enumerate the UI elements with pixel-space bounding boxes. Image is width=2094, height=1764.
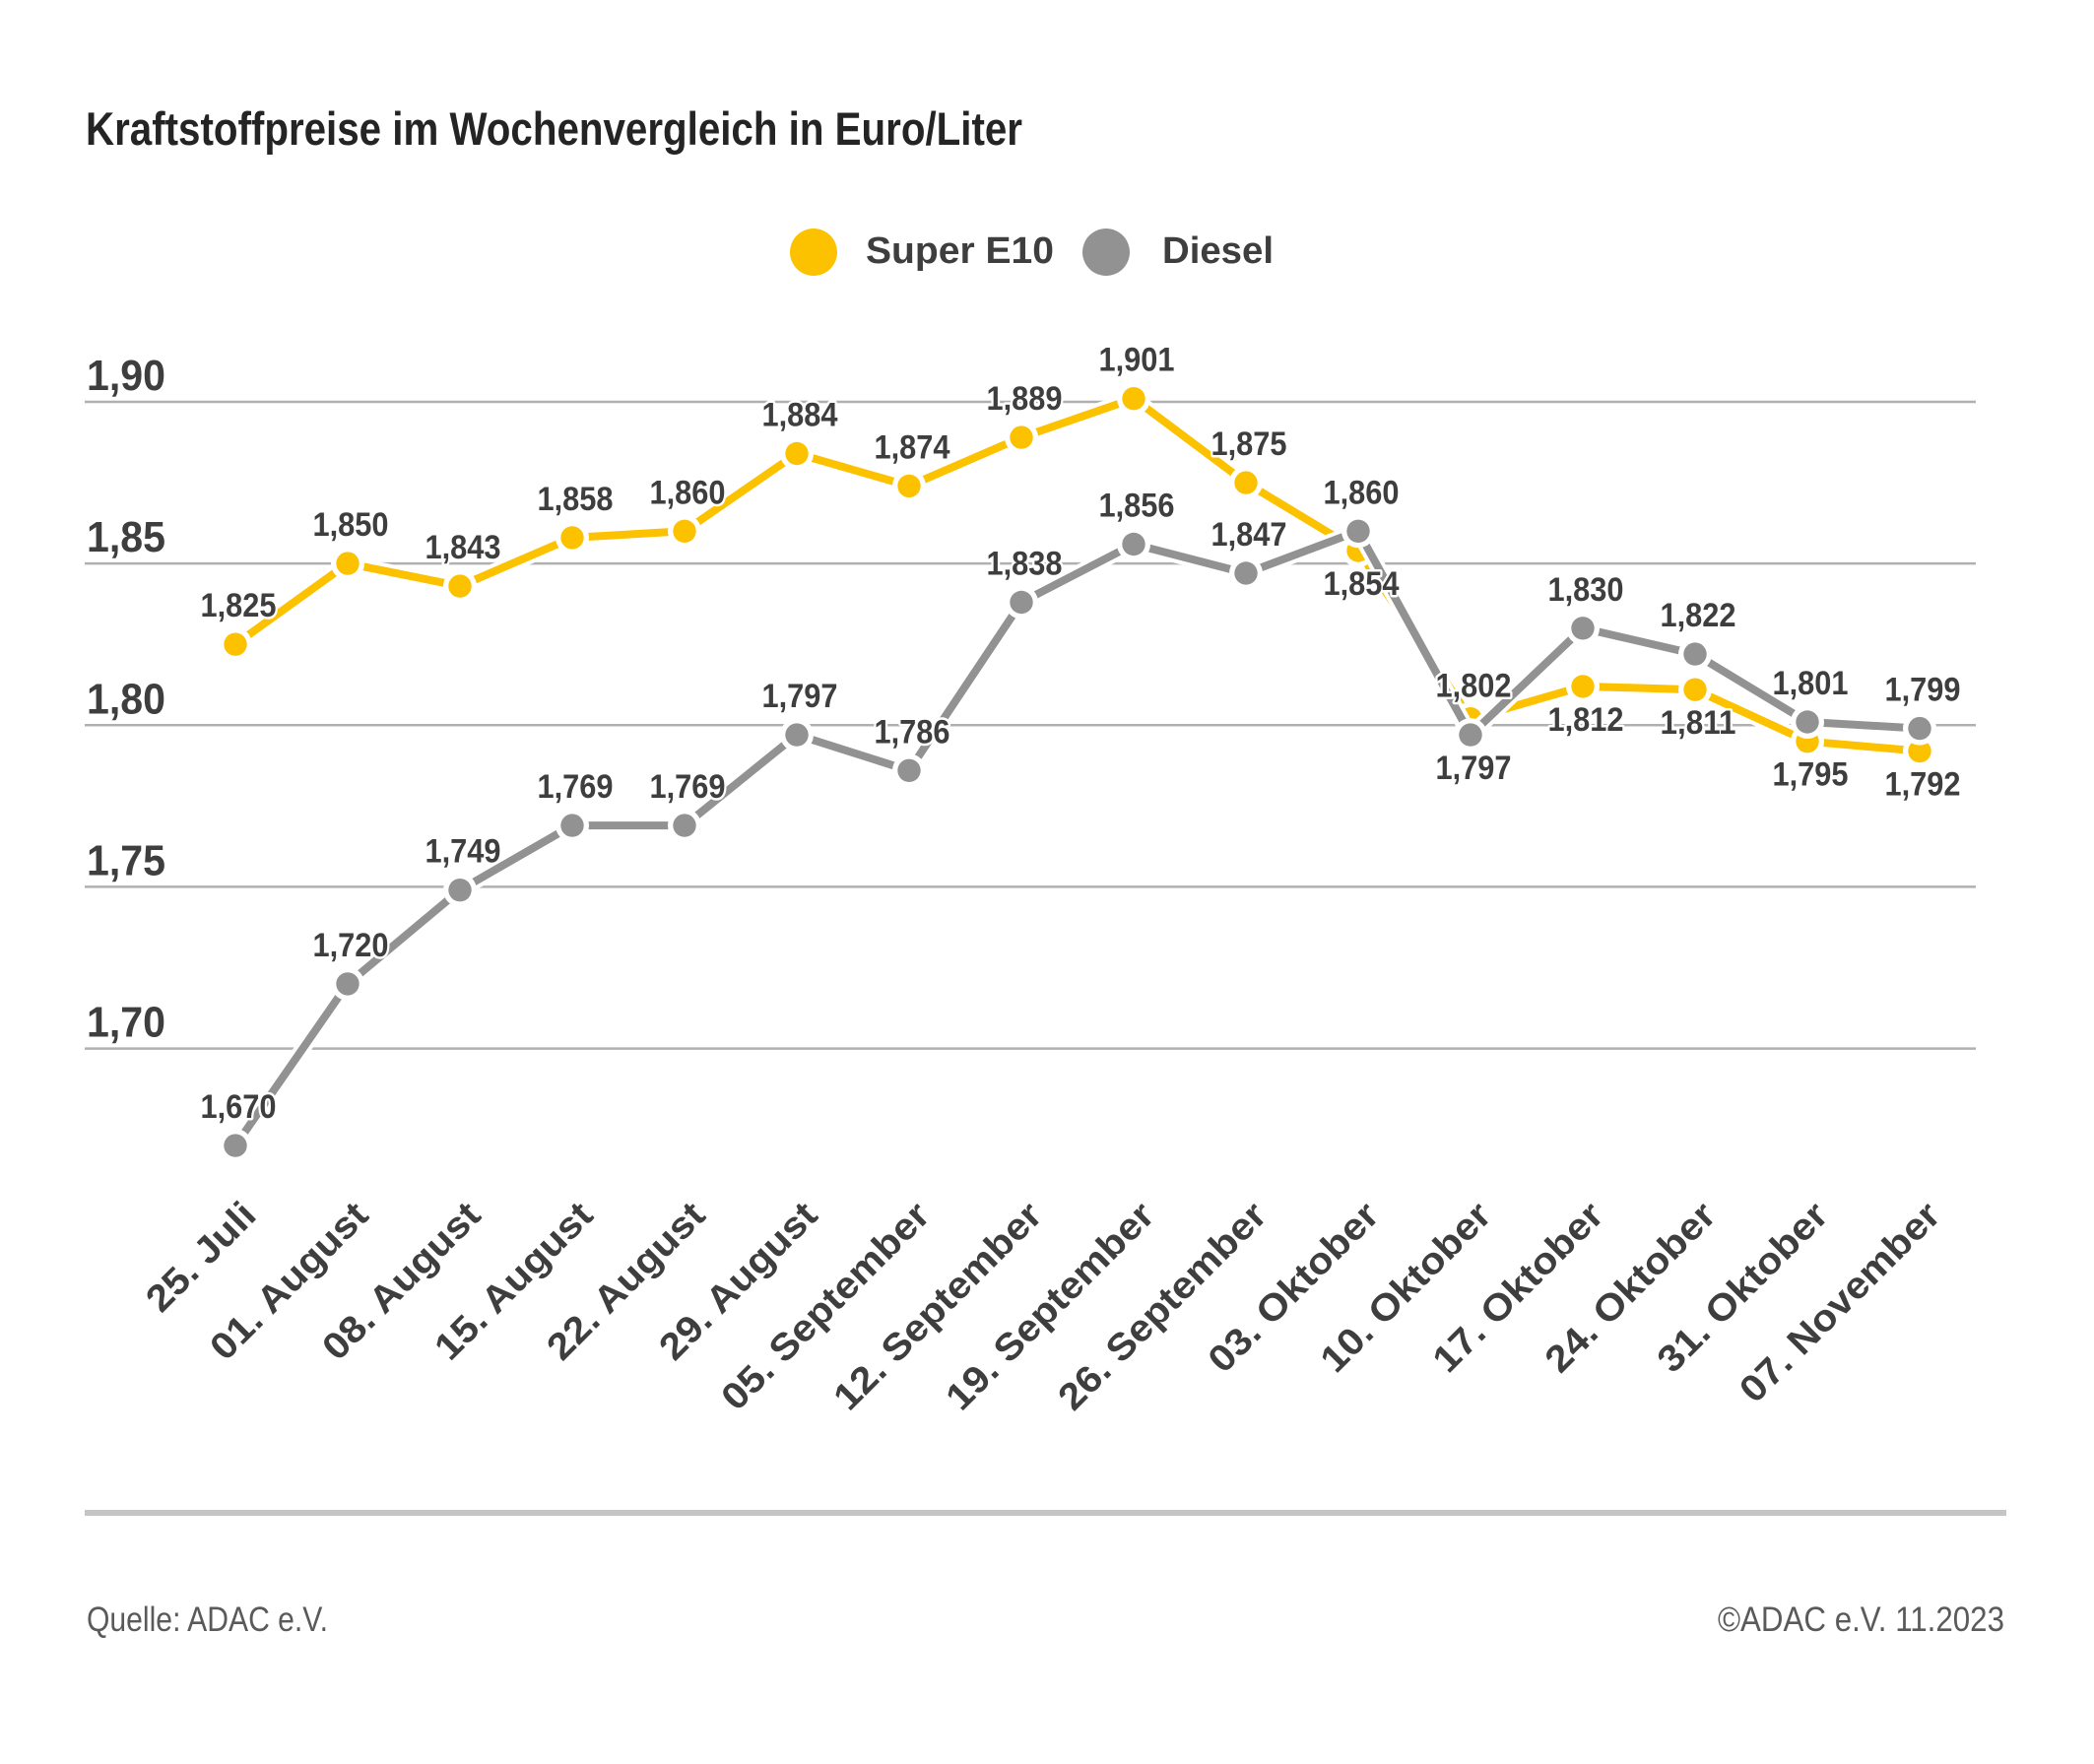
- svg-text:1,822: 1,822: [1661, 597, 1736, 634]
- svg-text:1,799: 1,799: [1885, 672, 1961, 709]
- svg-text:1,792: 1,792: [1885, 766, 1961, 804]
- svg-text:Quelle: ADAC e.V.: Quelle: ADAC e.V.: [87, 1601, 328, 1639]
- svg-text:1,812: 1,812: [1548, 701, 1624, 739]
- svg-text:1,720: 1,720: [313, 927, 389, 964]
- svg-text:1,85: 1,85: [87, 513, 165, 561]
- svg-text:1,847: 1,847: [1211, 516, 1287, 554]
- svg-text:1,901: 1,901: [1099, 342, 1175, 379]
- svg-text:1,856: 1,856: [1099, 488, 1175, 525]
- svg-text:1,838: 1,838: [987, 546, 1063, 583]
- svg-text:1,860: 1,860: [1324, 474, 1400, 511]
- svg-text:1,769: 1,769: [650, 768, 726, 806]
- svg-text:1,874: 1,874: [875, 428, 950, 466]
- svg-text:1,670: 1,670: [201, 1088, 277, 1126]
- svg-text:1,825: 1,825: [201, 587, 277, 624]
- svg-text:1,843: 1,843: [425, 529, 501, 566]
- svg-text:1,884: 1,884: [762, 397, 838, 434]
- svg-text:1,860: 1,860: [650, 474, 726, 511]
- svg-text:1,802: 1,802: [1436, 668, 1512, 705]
- svg-text:1,811: 1,811: [1661, 704, 1736, 742]
- svg-text:Kraftstoffpreise im Wochenverg: Kraftstoffpreise im Wochenvergleich in E…: [86, 102, 1022, 155]
- svg-text:1,858: 1,858: [538, 481, 614, 518]
- svg-text:1,889: 1,889: [987, 380, 1063, 418]
- svg-text:1,90: 1,90: [87, 352, 165, 400]
- svg-text:Super E10: Super E10: [866, 230, 1054, 272]
- svg-text:1,75: 1,75: [87, 836, 165, 884]
- svg-text:1,749: 1,749: [425, 833, 501, 871]
- svg-text:1,801: 1,801: [1773, 665, 1849, 702]
- svg-text:Diesel: Diesel: [1162, 230, 1274, 272]
- svg-text:1,830: 1,830: [1548, 571, 1624, 609]
- svg-text:1,769: 1,769: [538, 768, 614, 806]
- svg-text:1,797: 1,797: [762, 678, 838, 715]
- svg-text:1,786: 1,786: [875, 713, 950, 751]
- svg-text:1,795: 1,795: [1773, 756, 1849, 794]
- svg-text:1,797: 1,797: [1436, 750, 1512, 787]
- svg-text:1,850: 1,850: [313, 506, 389, 544]
- svg-text:1,875: 1,875: [1211, 425, 1287, 463]
- svg-text:©ADAC e.V. 11.2023: ©ADAC e.V. 11.2023: [1718, 1601, 2004, 1639]
- svg-text:1,70: 1,70: [87, 999, 165, 1047]
- svg-text:1,80: 1,80: [87, 675, 165, 723]
- svg-text:1,854: 1,854: [1324, 565, 1400, 603]
